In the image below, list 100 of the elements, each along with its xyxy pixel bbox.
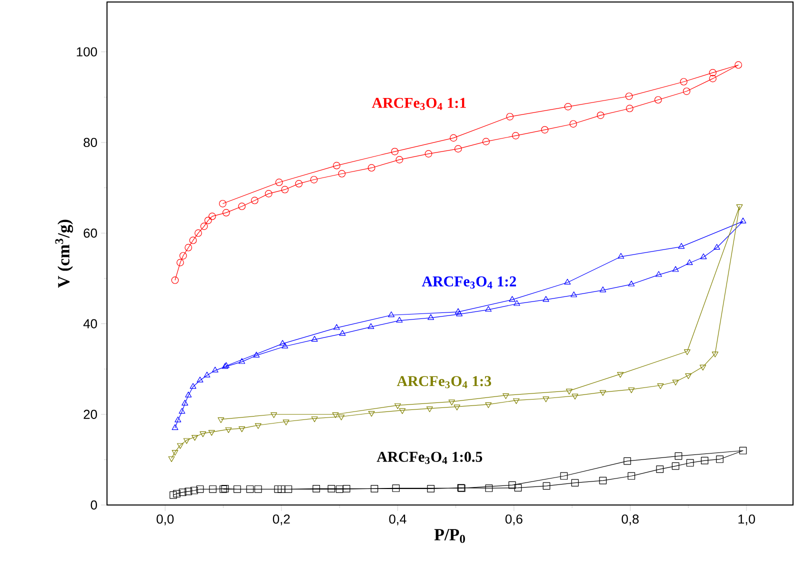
point xyxy=(370,485,378,492)
point xyxy=(196,485,204,493)
point xyxy=(542,396,550,402)
point xyxy=(564,102,572,110)
point xyxy=(514,484,522,492)
point xyxy=(200,431,206,438)
point xyxy=(628,472,636,480)
x-tick-label: 1,0 xyxy=(738,514,756,526)
y-axis-title: V (cm$^{3}$/g) xyxy=(55,220,74,288)
point xyxy=(624,457,632,465)
series-label: ARCFe$_{3}$O$_{4}$ 1:1 xyxy=(372,98,466,110)
point xyxy=(196,376,204,382)
point xyxy=(678,243,685,249)
point xyxy=(482,138,490,146)
point xyxy=(680,78,688,86)
point xyxy=(368,164,376,172)
point xyxy=(684,349,690,356)
point xyxy=(514,300,520,306)
point xyxy=(391,148,398,156)
point xyxy=(617,372,624,378)
y-tick-label: 60 xyxy=(84,228,98,238)
point xyxy=(570,292,578,298)
point xyxy=(682,88,690,95)
x-tick-label: 0,8 xyxy=(622,514,639,526)
point xyxy=(339,330,346,336)
point xyxy=(336,485,344,493)
point xyxy=(712,352,718,358)
point xyxy=(657,383,664,390)
point xyxy=(625,92,633,100)
point xyxy=(672,266,679,272)
point xyxy=(172,450,178,456)
point xyxy=(454,404,460,410)
series-label: ARCFe$_{3}$O$_{4}$ 1:3 xyxy=(396,376,492,388)
point xyxy=(560,472,568,480)
point xyxy=(654,96,662,104)
point xyxy=(168,456,175,462)
point xyxy=(454,145,462,153)
point xyxy=(219,200,226,208)
point xyxy=(183,438,190,444)
point xyxy=(250,196,258,204)
point xyxy=(190,486,198,494)
point xyxy=(328,485,336,492)
point xyxy=(394,403,401,409)
y-tick-label: 80 xyxy=(84,138,98,148)
point xyxy=(426,406,433,412)
point xyxy=(177,443,184,449)
point xyxy=(450,134,458,142)
point xyxy=(282,342,288,348)
point xyxy=(176,258,184,266)
point xyxy=(628,280,635,286)
point xyxy=(184,488,192,496)
point xyxy=(456,310,463,316)
point xyxy=(485,402,492,408)
point xyxy=(700,253,707,260)
point xyxy=(368,411,375,417)
point xyxy=(212,366,218,372)
point xyxy=(388,311,395,318)
point xyxy=(264,190,272,198)
point xyxy=(171,276,179,284)
series-label: ARCFe$_{3}$O$_{4}$ 1:2 xyxy=(422,276,516,289)
point xyxy=(238,426,246,432)
y-tick-label: 20 xyxy=(84,410,98,419)
point xyxy=(685,373,692,380)
point xyxy=(541,126,548,134)
point xyxy=(570,120,577,128)
x-axis-title: P/P$_{0}$ xyxy=(434,529,465,543)
point xyxy=(238,202,246,210)
point xyxy=(204,372,210,378)
point xyxy=(564,278,571,284)
x-tick-label: 0,6 xyxy=(505,514,522,526)
point xyxy=(600,286,606,292)
point xyxy=(502,393,510,400)
point xyxy=(542,482,550,490)
point xyxy=(275,178,283,186)
point xyxy=(311,416,318,422)
point xyxy=(254,485,262,493)
point xyxy=(709,69,716,76)
point xyxy=(672,462,680,470)
point xyxy=(284,485,292,493)
point xyxy=(700,364,706,370)
point xyxy=(674,452,682,460)
point xyxy=(596,112,604,119)
point xyxy=(279,340,286,346)
point xyxy=(424,150,432,158)
point xyxy=(508,296,516,302)
point xyxy=(740,218,746,224)
y-tick-label: 40 xyxy=(83,319,98,328)
point xyxy=(485,484,493,492)
point xyxy=(221,485,229,492)
point xyxy=(310,176,318,184)
point xyxy=(427,485,435,492)
point xyxy=(218,417,224,424)
point xyxy=(368,323,374,329)
point xyxy=(656,466,664,473)
point xyxy=(396,156,404,164)
y-tick-label: 100 xyxy=(76,47,97,56)
point xyxy=(714,244,720,250)
point xyxy=(220,485,227,493)
point xyxy=(700,456,708,464)
point xyxy=(178,488,186,496)
